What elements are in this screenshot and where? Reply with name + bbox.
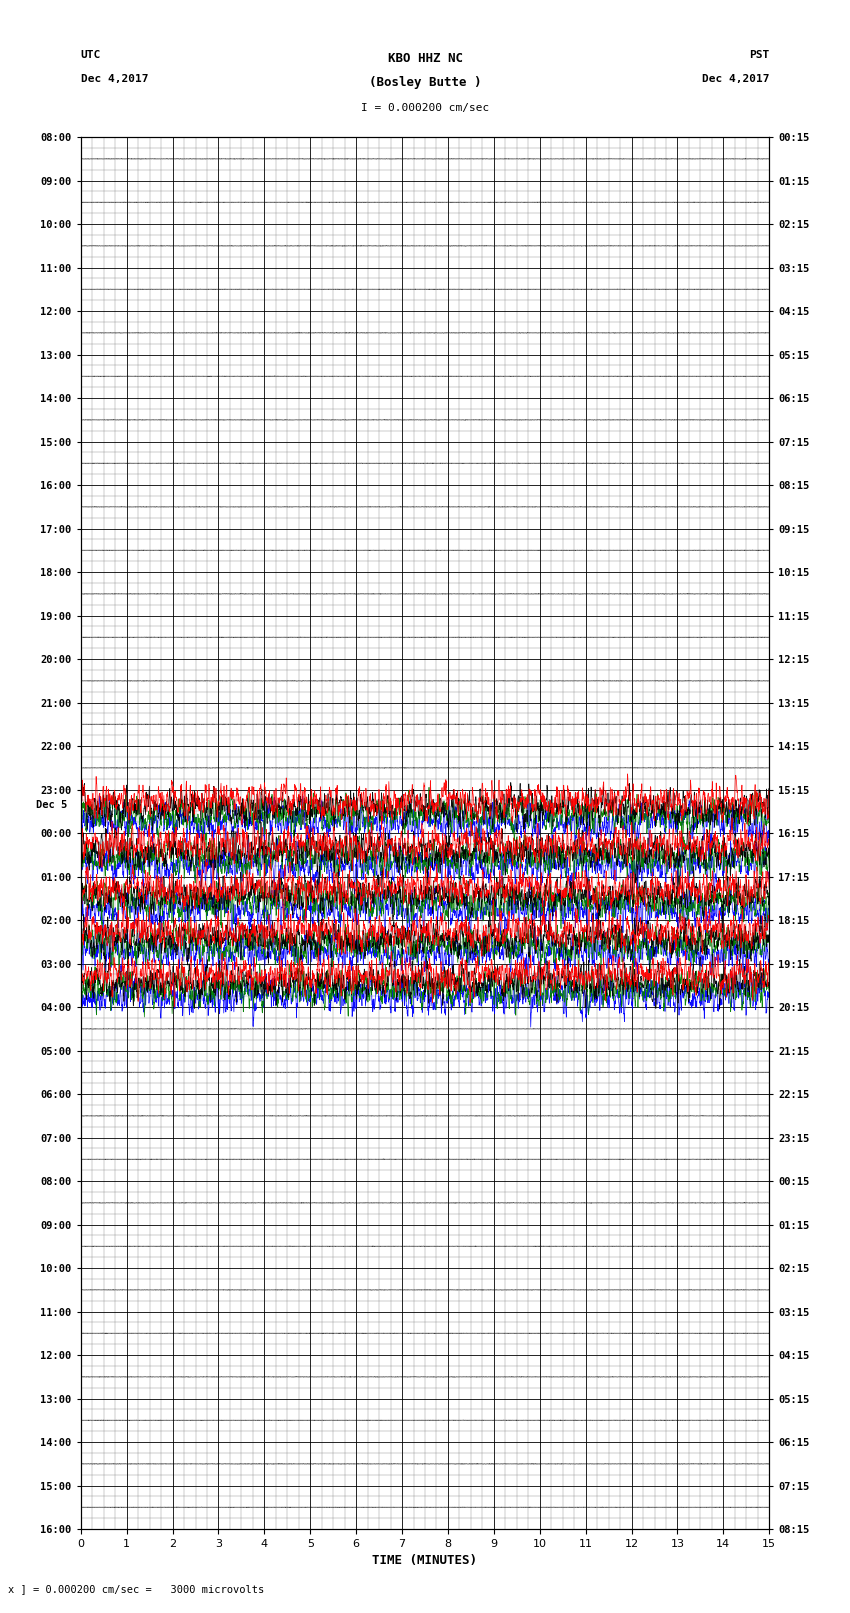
X-axis label: TIME (MINUTES): TIME (MINUTES) — [372, 1555, 478, 1568]
Text: Dec 4,2017: Dec 4,2017 — [702, 74, 769, 84]
Text: UTC: UTC — [81, 50, 101, 60]
Text: (Bosley Butte ): (Bosley Butte ) — [369, 76, 481, 89]
Text: Dec 5: Dec 5 — [36, 800, 67, 810]
Text: KBO HHZ NC: KBO HHZ NC — [388, 52, 462, 65]
Text: I = 0.000200 cm/sec: I = 0.000200 cm/sec — [361, 103, 489, 113]
Text: PST: PST — [749, 50, 769, 60]
Text: x ] = 0.000200 cm/sec =   3000 microvolts: x ] = 0.000200 cm/sec = 3000 microvolts — [8, 1584, 264, 1594]
Text: Dec 4,2017: Dec 4,2017 — [81, 74, 148, 84]
